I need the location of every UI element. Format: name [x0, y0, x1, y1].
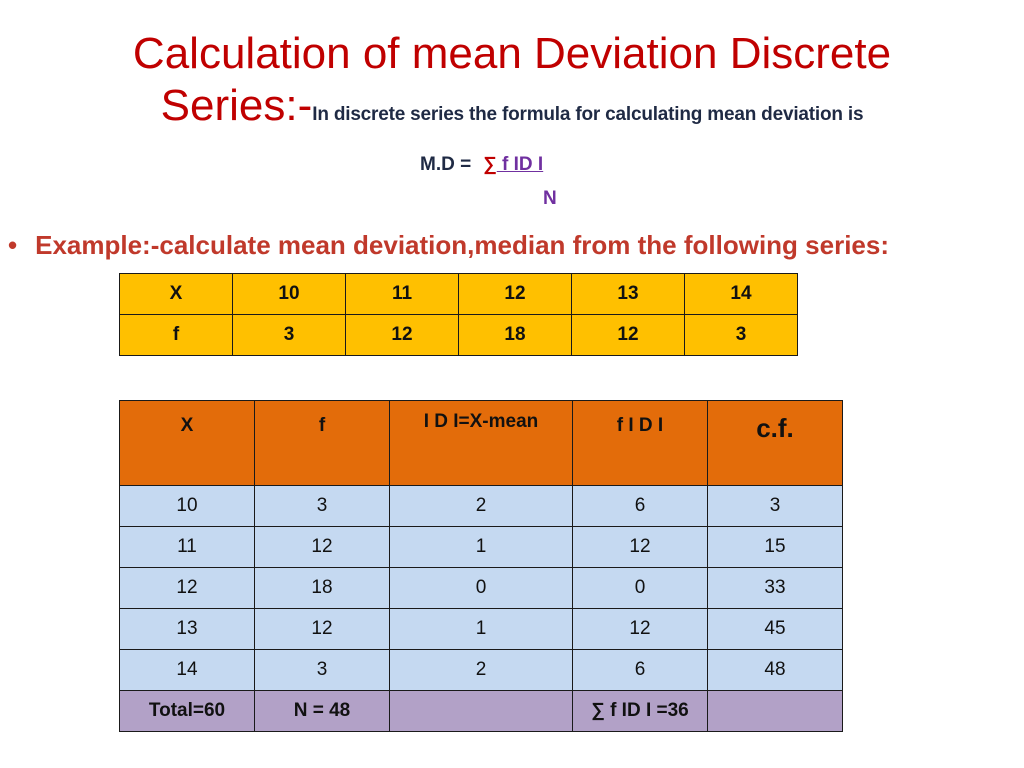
sigma-symbol: ∑: [483, 154, 497, 175]
calculation-table-cell: 1: [389, 526, 573, 568]
calculation-table-row: 14 3 2 6 48: [119, 649, 843, 691]
series-table-cell: 3: [232, 314, 346, 356]
example-text: Example:-calculate mean deviation,median…: [35, 230, 889, 260]
series-table-cell: 3: [684, 314, 798, 356]
calculation-table-row: 10 3 2 6 3: [119, 485, 843, 527]
calculation-table-cell: 48: [707, 649, 843, 691]
calculation-table-cell: 3: [707, 485, 843, 527]
calculation-table-header-cell: X: [119, 400, 255, 486]
series-table-cell: 10: [232, 273, 346, 315]
calculation-table-row: 12 18 0 0 33: [119, 567, 843, 609]
calculation-table-cell: 2: [389, 649, 573, 691]
calculation-table-total-row: Total=60 N = 48 ∑ f ID I =36: [119, 690, 843, 732]
series-table-row: f 3 12 18 12 3: [119, 314, 798, 356]
formula-numerator-line: M.D = ∑ f ID I: [420, 154, 543, 176]
series-table-cell: X: [119, 273, 233, 315]
series-table: X 10 11 12 13 14 f 3 12 18 12 3: [119, 273, 798, 356]
calculation-table-cell: 12: [254, 608, 390, 650]
calculation-table-cell: 33: [707, 567, 843, 609]
calculation-table-total-cell: [389, 690, 573, 732]
series-table-cell: 12: [571, 314, 685, 356]
series-table-cell: 18: [458, 314, 572, 356]
series-table-cell: 14: [684, 273, 798, 315]
calculation-table-cell: 12: [254, 526, 390, 568]
bullet-icon: •: [8, 230, 18, 260]
series-table-cell: 12: [458, 273, 572, 315]
calculation-table-cell: 6: [572, 649, 708, 691]
title-subtitle: In discrete series the formula for calcu…: [312, 104, 864, 125]
calculation-table-header-cell: I D I=X-mean: [389, 400, 573, 486]
calculation-table-cell: 45: [707, 608, 843, 650]
series-table-cell: 11: [345, 273, 459, 315]
calculation-table-cell: 15: [707, 526, 843, 568]
calculation-table-cell: 11: [119, 526, 255, 568]
slide-title: Calculation of mean Deviation Discrete S…: [0, 28, 1024, 141]
calculation-table-cell: 18: [254, 567, 390, 609]
calculation-table-header-cell: f: [254, 400, 390, 486]
formula-lhs: M.D =: [420, 154, 472, 175]
calculation-table-cell: 12: [572, 608, 708, 650]
calculation-table-cell: 10: [119, 485, 255, 527]
calculation-table-cell: 0: [572, 567, 708, 609]
series-table-cell: 12: [345, 314, 459, 356]
calculation-table-cell: 12: [572, 526, 708, 568]
series-table-cell: 13: [571, 273, 685, 315]
calculation-table-cell: 12: [119, 567, 255, 609]
series-table-cell: f: [119, 314, 233, 356]
calculation-table-cell: 14: [119, 649, 255, 691]
calculation-table-total-cell: Total=60: [119, 690, 255, 732]
calculation-table-cell: 2: [389, 485, 573, 527]
calculation-table-cell: 6: [572, 485, 708, 527]
calculation-table-cell: 3: [254, 485, 390, 527]
calculation-table-total-cell: N = 48: [254, 690, 390, 732]
calculation-table-header-cell: f I D I: [572, 400, 708, 486]
series-table-row: X 10 11 12 13 14: [119, 273, 798, 315]
formula-numerator-text: f ID I: [496, 154, 544, 175]
calculation-table-total-cell: ∑ f ID I =36: [572, 690, 708, 732]
calculation-table-cell: 3: [254, 649, 390, 691]
calculation-table-cell: 13: [119, 608, 255, 650]
example-bullet-item: • Example:-calculate mean deviation,media…: [8, 230, 889, 261]
formula-denominator: N: [543, 188, 557, 209]
title-line-1: Calculation of mean Deviation Discrete: [132, 29, 892, 78]
title-line-2: Series:-In discrete series the formula f…: [0, 80, 1024, 141]
calculation-table-row: 11 12 1 12 15: [119, 526, 843, 568]
calculation-table-header-cell: c.f.: [707, 400, 843, 486]
calculation-table-total-cell: [707, 690, 843, 732]
calculation-table-cell: 1: [389, 608, 573, 650]
formula-numerator: ∑ f ID I: [483, 154, 543, 175]
calculation-table-row: 13 12 1 12 45: [119, 608, 843, 650]
calculation-table-cell: 0: [389, 567, 573, 609]
title-series-text: Series:-: [160, 81, 313, 130]
